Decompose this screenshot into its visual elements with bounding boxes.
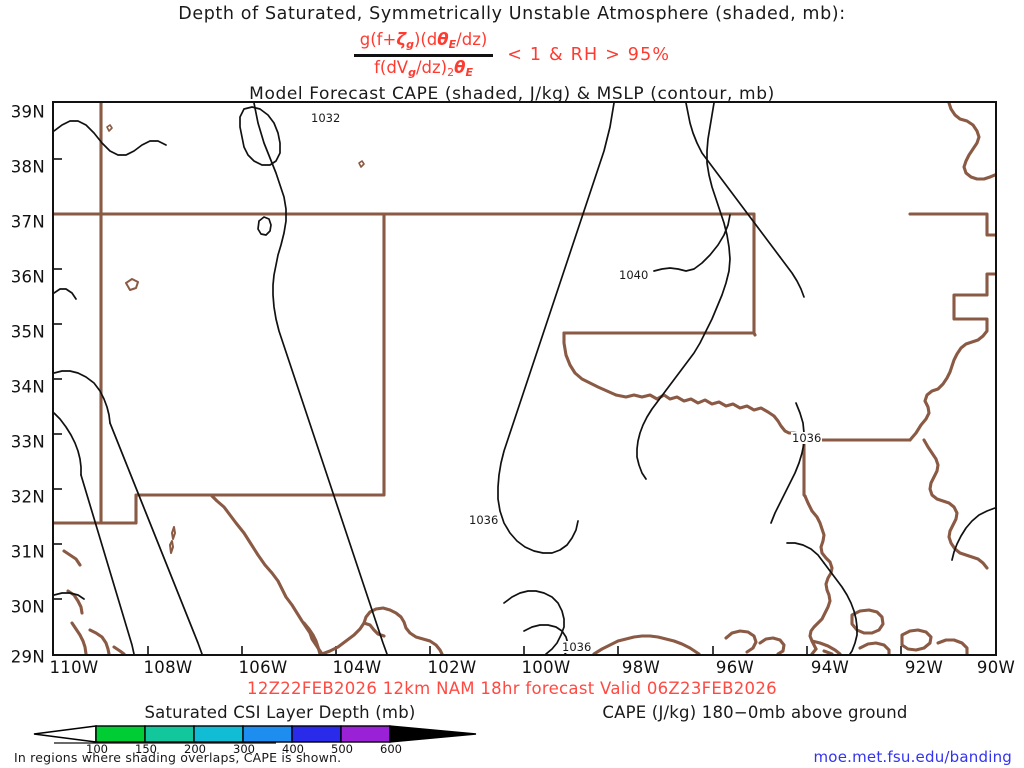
xtick-104W: 104W [332,658,382,677]
title-block: Depth of Saturated, Symmetrically Unstab… [0,0,1024,104]
mslp-contours [54,103,995,654]
contour-label-1036-east: 1036 [791,431,823,445]
formula-denominator: f(dVg/dz)2θE [374,57,473,79]
xtick-94W: 94W [810,658,850,677]
ytick-29N: 29N [10,647,45,667]
xtick-100W: 100W [521,658,571,677]
colorbar-tick-600: 600 [380,742,402,756]
colorbar-swatch-1 [95,725,146,743]
xtick-90W: 90W [976,658,1016,677]
contour-label-1040: 1040 [618,268,650,282]
colorbar-swatch-2 [144,725,195,743]
source-url[interactable]: moe.met.fsu.edu/banding [813,748,1012,766]
colorbar-tick-100: 100 [86,742,108,756]
ytick-32N: 32N [10,487,45,507]
contour-label-1036-south: 1036 [561,640,593,654]
colorbar-title: Saturated CSI Layer Depth (mb) [144,703,416,722]
formula-inequality: < 1 & RH > 95% [507,45,671,65]
xtick-98W: 98W [621,658,661,677]
xtick-106W: 106W [238,658,288,677]
colorbar-tick-400: 400 [282,742,304,756]
page-subtitle: Model Forecast CAPE (shaded, J/kg) & MSL… [249,84,775,104]
contour-label-1032-north: 1032 [310,111,342,125]
csi-criterion-formula: g(f+ζg)(dθE/dz) f(dVg/dz)2θE < 1 & RH > … [0,26,1024,84]
formula-numerator: g(f+ζg)(dθE/dz) [359,30,488,52]
colorbar-over-arrow [389,725,477,743]
cape-legend-title: CAPE (J/kg) 180−0mb above ground [602,703,908,722]
latitude-axis: 39N 38N 37N 36N 35N 34N 33N 32N 31N 30N … [0,101,52,667]
ytick-33N: 33N [10,432,45,452]
colorbar-swatch-3 [193,725,244,743]
axis-tickmarks [54,158,902,654]
ytick-34N: 34N [10,377,45,397]
colorbar-tick-200: 200 [184,742,206,756]
map-plot-area: 1032 1040 1036 1036 1036 [52,101,997,656]
colorbar-swatches [33,725,477,744]
colorbar-tick-500: 500 [331,742,353,756]
xtick-102W: 102W [427,658,477,677]
map-graphics [54,103,995,654]
ytick-37N: 37N [10,212,45,232]
legend-titles: Saturated CSI Layer Depth (mb) CAPE (J/k… [0,703,1024,723]
ytick-38N: 38N [10,157,45,177]
colorbar-swatch-6 [340,725,391,743]
colorbar-tick-150: 150 [135,742,157,756]
ytick-39N: 39N [10,102,45,122]
xtick-110W: 110W [49,658,99,677]
ytick-35N: 35N [10,322,45,342]
fraction-bar [353,53,494,57]
xtick-96W: 96W [715,658,755,677]
colorbar-tick-300: 300 [233,742,255,756]
formula-fraction: g(f+ζg)(dθE/dz) f(dVg/dz)2θE [353,30,494,79]
colorbar-swatch-5 [291,725,342,743]
ytick-36N: 36N [10,267,45,287]
state-boundaries [54,103,995,654]
colorbar: 100 150 200 300 400 500 600 [24,724,552,758]
longitude-axis: 110W 108W 106W 104W 102W 100W 98W 96W 94… [49,657,1014,681]
ytick-31N: 31N [10,542,45,562]
colorbar-tick-labels: 100 150 200 300 400 500 600 [24,742,552,758]
forecast-valid-line: 12Z22FEB2026 12km NAM 18hr forecast Vali… [247,679,777,698]
page-title: Depth of Saturated, Symmetrically Unstab… [178,4,846,24]
colorbar-swatch-4 [242,725,293,743]
xtick-108W: 108W [143,658,193,677]
colorbar-under-arrow [33,725,97,743]
xtick-92W: 92W [904,658,944,677]
overlap-note: In regions where shading overlaps, CAPE … [14,750,342,765]
ytick-30N: 30N [10,597,45,617]
contour-label-1036-west: 1036 [468,513,500,527]
